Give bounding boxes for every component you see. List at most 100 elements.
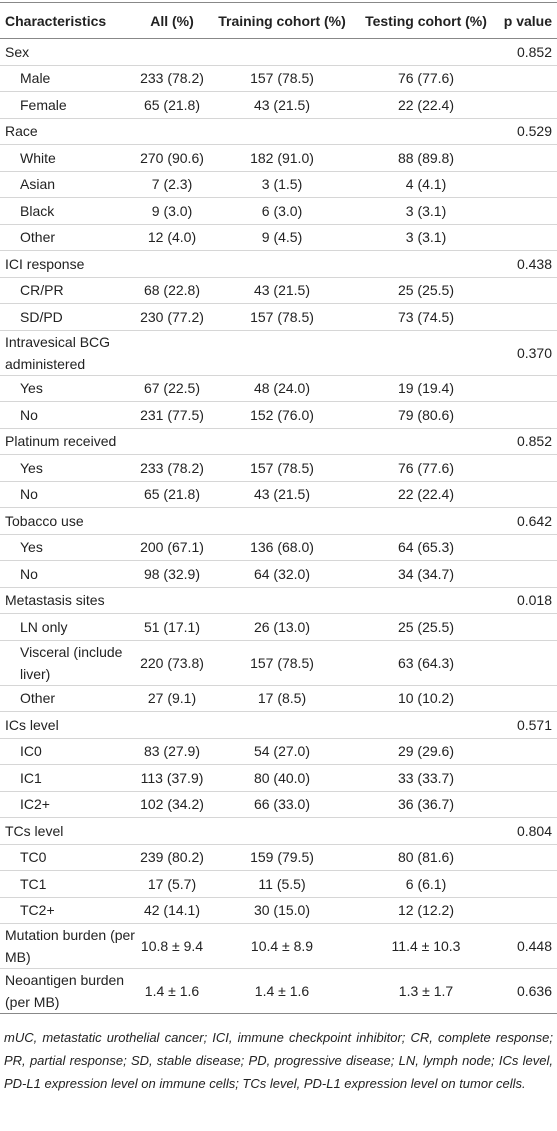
value-cell: 64 (32.0) <box>208 560 356 588</box>
header-cell: Training cohort (%) <box>208 2 356 39</box>
empty-cell <box>356 711 496 739</box>
empty-cell <box>496 171 557 198</box>
item-label: IC1 <box>0 764 136 792</box>
item-label: TC1 <box>0 870 136 898</box>
group-label: Intravesical BCG administered <box>0 330 136 376</box>
item-row: Visceral (include liver) 220 (73.8) 157 (7… <box>0 640 557 686</box>
value-cell: 66 (33.0) <box>208 791 356 818</box>
value-cell: 33 (33.7) <box>356 764 496 792</box>
table-body: Sex 0.852 Male 233 (78.2) 157 (78.5) 76 (77.6… <box>0 38 557 1014</box>
value-cell: 239 (80.2) <box>136 844 208 871</box>
empty-cell <box>356 428 496 455</box>
item-row: Yes 233 (78.2) 157 (78.5) 76 (77.6) <box>0 454 557 482</box>
value-cell: 65 (21.8) <box>136 481 208 508</box>
empty-cell <box>496 454 557 482</box>
value-cell: 157 (78.5) <box>208 454 356 482</box>
item-label: TC0 <box>0 844 136 871</box>
group-row: Intravesical BCG administered 0.370 <box>0 330 557 376</box>
empty-cell <box>496 640 557 686</box>
value-cell: 200 (67.1) <box>136 534 208 561</box>
item-label: Male <box>0 65 136 92</box>
value-cell: 1.4 ± 1.6 <box>208 968 356 1014</box>
value-cell: 43 (21.5) <box>208 481 356 508</box>
item-row: Black 9 (3.0) 6 (3.0) 3 (3.1) <box>0 197 557 225</box>
empty-cell <box>208 250 356 278</box>
value-cell: 73 (74.5) <box>356 303 496 331</box>
empty-cell <box>208 330 356 376</box>
item-label: Yes <box>0 375 136 402</box>
empty-cell <box>496 897 557 924</box>
value-cell: 43 (21.5) <box>208 277 356 304</box>
item-label: Yes <box>0 454 136 482</box>
group-row: ICI response 0.438 <box>0 250 557 278</box>
empty-cell <box>496 844 557 871</box>
empty-cell <box>208 38 356 66</box>
empty-cell <box>208 118 356 145</box>
value-cell: 231 (77.5) <box>136 401 208 429</box>
group-row: Platinum received 0.852 <box>0 428 557 455</box>
item-row: No 98 (32.9) 64 (32.0) 34 (34.7) <box>0 560 557 588</box>
item-row: No 65 (21.8) 43 (21.5) 22 (22.4) <box>0 481 557 508</box>
item-label: IC0 <box>0 738 136 765</box>
empty-cell <box>208 817 356 845</box>
item-label: Black <box>0 197 136 225</box>
value-cell: 102 (34.2) <box>136 791 208 818</box>
empty-cell <box>496 277 557 304</box>
value-cell: 182 (91.0) <box>208 144 356 172</box>
value-cell: 19 (19.4) <box>356 375 496 402</box>
value-cell: 83 (27.9) <box>136 738 208 765</box>
value-cell: 76 (77.6) <box>356 65 496 92</box>
value-cell: 30 (15.0) <box>208 897 356 924</box>
value-cell: 11 (5.5) <box>208 870 356 898</box>
value-cell: 22 (22.4) <box>356 481 496 508</box>
value-cell: 7 (2.3) <box>136 171 208 198</box>
group-label: ICI response <box>0 250 136 278</box>
value-cell: 220 (73.8) <box>136 640 208 686</box>
value-cell: 36 (36.7) <box>356 791 496 818</box>
empty-cell <box>496 560 557 588</box>
value-cell: 136 (68.0) <box>208 534 356 561</box>
group-label: Neoantigen burden (per MB) <box>0 968 136 1014</box>
item-label: Yes <box>0 534 136 561</box>
empty-cell <box>496 224 557 251</box>
item-row: Asian 7 (2.3) 3 (1.5) 4 (4.1) <box>0 171 557 198</box>
group-label: Tobacco use <box>0 507 136 535</box>
empty-cell <box>208 428 356 455</box>
table: Characteristics All (%) Training cohort (%… <box>0 2 557 1014</box>
value-cell: 34 (34.7) <box>356 560 496 588</box>
value-cell: 17 (5.7) <box>136 870 208 898</box>
item-row: LN only 51 (17.1) 26 (13.0) 25 (25.5) <box>0 613 557 641</box>
value-cell: 10.4 ± 8.9 <box>208 923 356 969</box>
item-label: IC2+ <box>0 791 136 818</box>
item-row: Male 233 (78.2) 157 (78.5) 76 (77.6) <box>0 65 557 92</box>
empty-cell <box>136 428 208 455</box>
value-cell: 43 (21.5) <box>208 91 356 119</box>
item-row: Other 12 (4.0) 9 (4.5) 3 (3.1) <box>0 224 557 251</box>
value-cell: 270 (90.6) <box>136 144 208 172</box>
item-label: Other <box>0 685 136 712</box>
empty-cell <box>496 144 557 172</box>
header-cell: All (%) <box>136 2 208 39</box>
empty-cell <box>208 711 356 739</box>
value-cell: 22 (22.4) <box>356 91 496 119</box>
value-cell: 51 (17.1) <box>136 613 208 641</box>
item-row: Other 27 (9.1) 17 (8.5) 10 (10.2) <box>0 685 557 712</box>
value-cell: 157 (78.5) <box>208 303 356 331</box>
value-cell: 3 (3.1) <box>356 224 496 251</box>
value-cell: 3 (1.5) <box>208 171 356 198</box>
p-value: 0.438 <box>496 250 557 278</box>
value-cell: 98 (32.9) <box>136 560 208 588</box>
value-cell: 9 (4.5) <box>208 224 356 251</box>
empty-cell <box>356 817 496 845</box>
value-cell: 6 (3.0) <box>208 197 356 225</box>
value-cell: 11.4 ± 10.3 <box>356 923 496 969</box>
group-row: Mutation burden (per MB) 10.8 ± 9.4 10.4 ±… <box>0 923 557 969</box>
empty-cell <box>136 118 208 145</box>
value-cell: 65 (21.8) <box>136 91 208 119</box>
value-cell: 230 (77.2) <box>136 303 208 331</box>
item-row: No 231 (77.5) 152 (76.0) 79 (80.6) <box>0 401 557 429</box>
p-value: 0.370 <box>496 330 557 376</box>
item-row: SD/PD 230 (77.2) 157 (78.5) 73 (74.5) <box>0 303 557 331</box>
value-cell: 29 (29.6) <box>356 738 496 765</box>
item-label: No <box>0 560 136 588</box>
